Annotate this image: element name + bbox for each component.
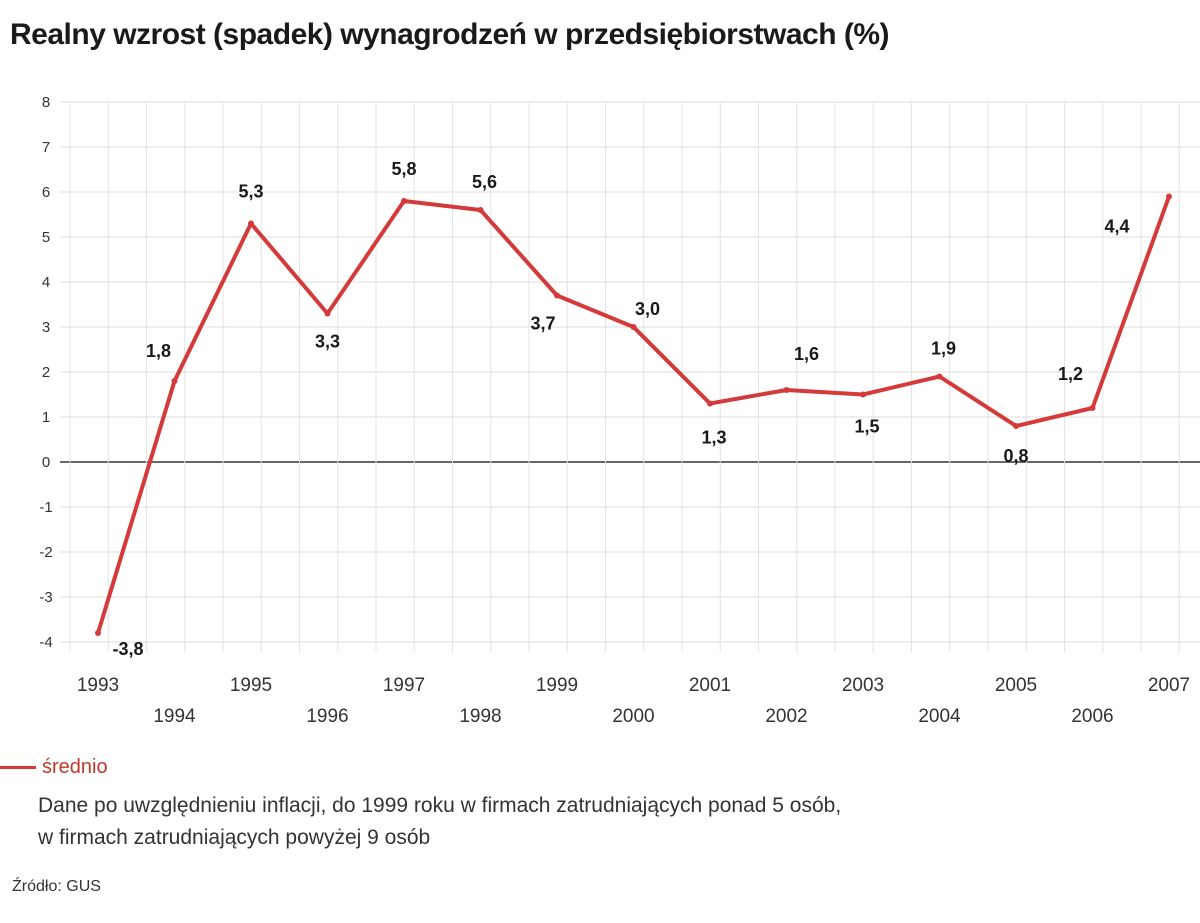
data-point <box>707 400 713 407</box>
x-tick-label: 1996 <box>306 706 348 727</box>
data-point <box>860 391 866 398</box>
x-tick-label: 2006 <box>1071 706 1113 727</box>
chart-source: Źródło: GUS <box>12 878 101 895</box>
data-label: 1,9 <box>931 339 956 359</box>
y-tick-label: 6 <box>42 184 50 201</box>
legend-label: średnio <box>42 756 108 778</box>
x-tick-label: 2004 <box>918 706 961 727</box>
x-tick-label: 2000 <box>612 706 654 727</box>
data-label: 3,7 <box>530 314 555 334</box>
y-tick-label: -3 <box>39 589 52 606</box>
data-point <box>324 310 331 317</box>
y-tick-label: 2 <box>42 364 50 381</box>
data-point <box>630 324 637 330</box>
y-tick-label: 5 <box>42 229 50 246</box>
data-label: 5,8 <box>391 159 416 179</box>
data-label: 4,4 <box>1104 217 1129 237</box>
data-label: 1,5 <box>854 417 879 437</box>
y-tick-label: 0 <box>42 454 50 471</box>
chart-grid <box>60 101 1200 652</box>
y-tick-label: -4 <box>39 634 52 651</box>
y-tick-label: -1 <box>39 499 52 516</box>
data-label: 3,3 <box>315 332 340 352</box>
x-tick-label: 1999 <box>536 675 578 696</box>
data-point <box>554 292 560 299</box>
y-tick-label: 1 <box>42 409 50 426</box>
y-tick-label: 8 <box>42 94 50 111</box>
y-tick-label: 4 <box>42 274 50 291</box>
chart-title: Realny wzrost (spadek) wynagrodzeń w prz… <box>10 18 890 51</box>
data-label: 0,8 <box>1003 446 1028 466</box>
y-tick-label: 7 <box>42 139 50 156</box>
data-point <box>783 387 790 393</box>
y-axis-ticks: 8 7 6 5 4 3 2 1 0 -1 -2 -3 -4 <box>39 94 52 651</box>
data-label: 1,6 <box>794 344 819 364</box>
data-point <box>1166 193 1172 200</box>
legend-swatch <box>0 766 36 769</box>
series-line-srednio <box>96 194 1171 635</box>
data-label: 5,6 <box>472 172 497 192</box>
y-tick-label: -2 <box>39 544 52 561</box>
x-tick-label: 2002 <box>765 706 807 727</box>
data-point <box>936 373 943 380</box>
legend: średnio <box>0 756 108 779</box>
data-point <box>1013 423 1019 429</box>
data-point <box>248 220 254 227</box>
x-tick-label: 2007 <box>1148 675 1190 696</box>
x-tick-label: 2003 <box>842 675 884 696</box>
data-labels-layer: -3,8 1,8 5,3 3,3 5,8 5,6 3,7 3,0 1,3 1,6 1,5 1,9 0,8… <box>112 159 1129 659</box>
data-point <box>171 378 178 384</box>
data-label: 1,8 <box>146 341 171 361</box>
x-tick-label: 1997 <box>383 675 425 696</box>
chart-note: Dane po uwzględnieniu inflacji, do 1999 … <box>38 794 842 849</box>
data-label: 1,3 <box>701 428 726 448</box>
data-point <box>95 630 101 636</box>
x-tick-label: 1993 <box>77 675 119 696</box>
data-label: 5,3 <box>238 182 263 202</box>
data-label: 3,0 <box>635 299 660 319</box>
x-tick-label: 1994 <box>153 706 196 727</box>
series-layer <box>95 193 1172 636</box>
x-tick-label: 2005 <box>995 675 1037 696</box>
x-tick-label: 1995 <box>230 675 272 696</box>
x-tick-label: 2001 <box>689 675 731 696</box>
data-point <box>477 207 484 213</box>
x-axis-ticks: 1993 1994 1995 1996 1997 1998 1999 2000 2001 2002… <box>77 675 1190 727</box>
data-label: 1,2 <box>1058 364 1083 384</box>
data-label: -3,8 <box>112 639 143 659</box>
data-point <box>1089 405 1096 411</box>
y-tick-label: 3 <box>42 319 50 336</box>
data-point <box>401 198 407 204</box>
x-tick-label: 1998 <box>459 706 501 727</box>
